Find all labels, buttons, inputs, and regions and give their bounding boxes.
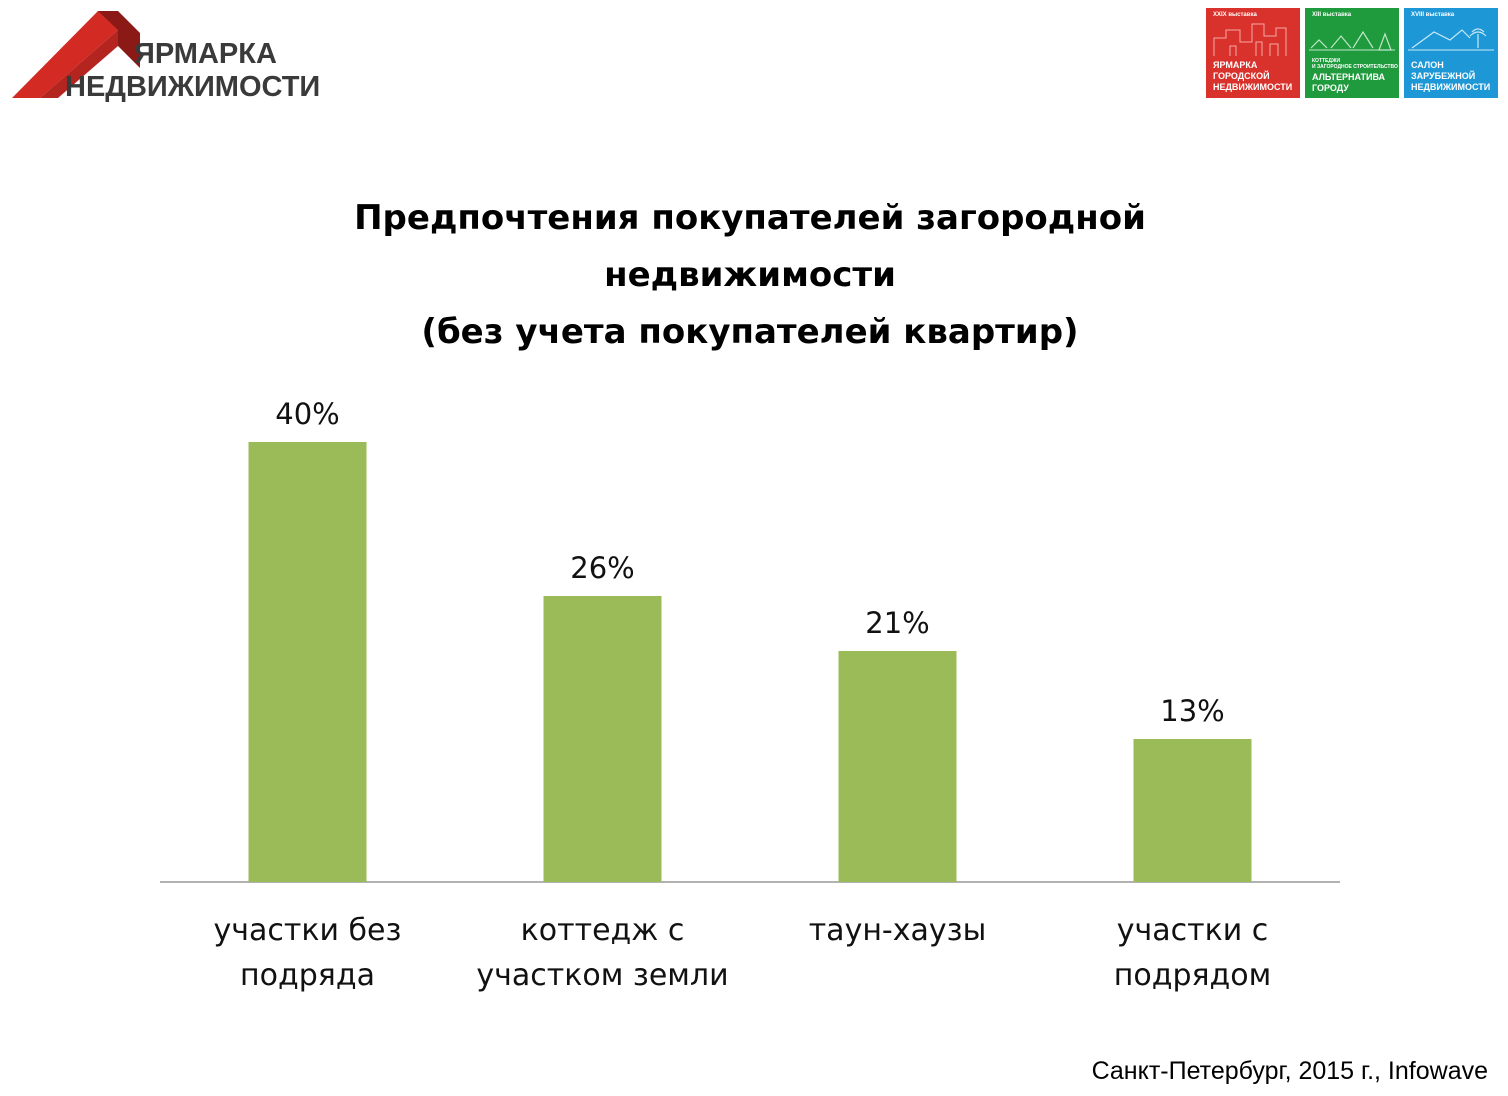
badge-title: ЯРМАРКА ГОРОДСКОЙ НЕДВИЖИМОСТИ [1213, 60, 1293, 92]
badge-subtitle: КОТТЕДЖИ И ЗАГОРОДНОЕ СТРОИТЕЛЬСТВО [1312, 58, 1398, 70]
logo-text-line1: ЯРМАРКА [134, 38, 277, 70]
bar-1 [248, 442, 367, 882]
villa-palm-icon [1404, 8, 1498, 98]
data-label-3: 21% [865, 606, 929, 640]
badge-edition: XVIII выставка [1411, 12, 1455, 18]
brand-logo: ЯРМАРКА НЕДВИЖИМОСТИ [10, 8, 320, 103]
category-label-2: коттедж с участком земли [476, 913, 729, 993]
bar-4 [1133, 739, 1252, 882]
data-label-2: 26% [570, 551, 634, 585]
badge-edition: XIII выставка [1312, 12, 1352, 18]
category-label-1: участки без подряда [213, 913, 402, 993]
badge-title: АЛЬТЕРНАТИВА ГОРОДУ [1312, 72, 1386, 93]
category-label-3: таун-хаузы [808, 913, 987, 948]
bar-3 [838, 651, 957, 882]
city-buildings-icon [1206, 8, 1300, 98]
badge-edition: XXIX выставка [1213, 12, 1257, 18]
badge-title: САЛОН ЗАРУБЕЖНОЙ НЕДВИЖИМОСТИ [1411, 60, 1491, 92]
data-label-1: 40% [275, 397, 339, 431]
badge-alternativa: XIII выставка КОТТЕДЖИ И ЗАГОРОДНОЕ СТРО… [1305, 8, 1399, 98]
chart-title: Предпочтения покупателей загородной недв… [354, 198, 1146, 352]
bar-2 [543, 596, 662, 882]
data-label-4: 13% [1160, 694, 1224, 728]
badge-gorodskaya: XXIX выставка ЯРМАРКА ГОРОДСКОЙ НЕДВИЖИМ… [1206, 8, 1300, 98]
roof-icon [12, 11, 140, 98]
houses-trees-icon [1305, 8, 1399, 98]
badge-salon: XVIII выставка САЛОН ЗАРУБЕЖНОЙ НЕДВИЖИМ… [1404, 8, 1498, 98]
logo-text-line2: НЕДВИЖИМОСТИ [65, 71, 321, 103]
category-label-4: участки с подрядом [1113, 913, 1272, 993]
source-footer: Санкт-Петербург, 2015 г., Infowave [1091, 1057, 1488, 1085]
